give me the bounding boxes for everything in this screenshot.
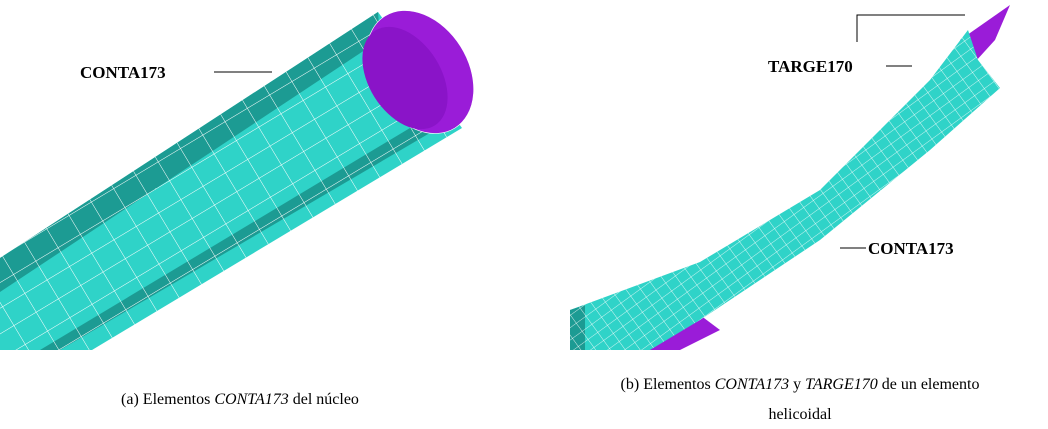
figure: CONTA173 TARGE170 CONTA173 (a) Elementos… (0, 0, 1048, 429)
caption-italic: CONTA173 (214, 391, 288, 408)
caption: (a) Elementos CONTA173 del núcleo (121, 391, 359, 408)
caption-text: de un elemento (882, 376, 980, 393)
caption: helicoidal (768, 406, 832, 423)
caption-italic: CONTA173 (715, 376, 789, 393)
grid-pattern (560, 0, 1020, 360)
caption-text: y (793, 376, 801, 393)
caption-italic: TARGE170 (805, 376, 878, 393)
label: TARGE170 (768, 57, 853, 76)
caption-text: del núcleo (293, 391, 359, 408)
tube-mesh (0, 0, 496, 350)
leader-line (857, 15, 965, 42)
label: CONTA173 (80, 63, 166, 82)
caption-text: (a) Elementos (121, 391, 210, 408)
helix-grid (560, 0, 1020, 360)
helix-mesh (560, 0, 1020, 360)
label: CONTA173 (868, 239, 954, 258)
caption-text: (b) Elementos (621, 376, 711, 393)
caption: (b) Elementos CONTA173 y TARGE170 de un … (621, 376, 980, 393)
